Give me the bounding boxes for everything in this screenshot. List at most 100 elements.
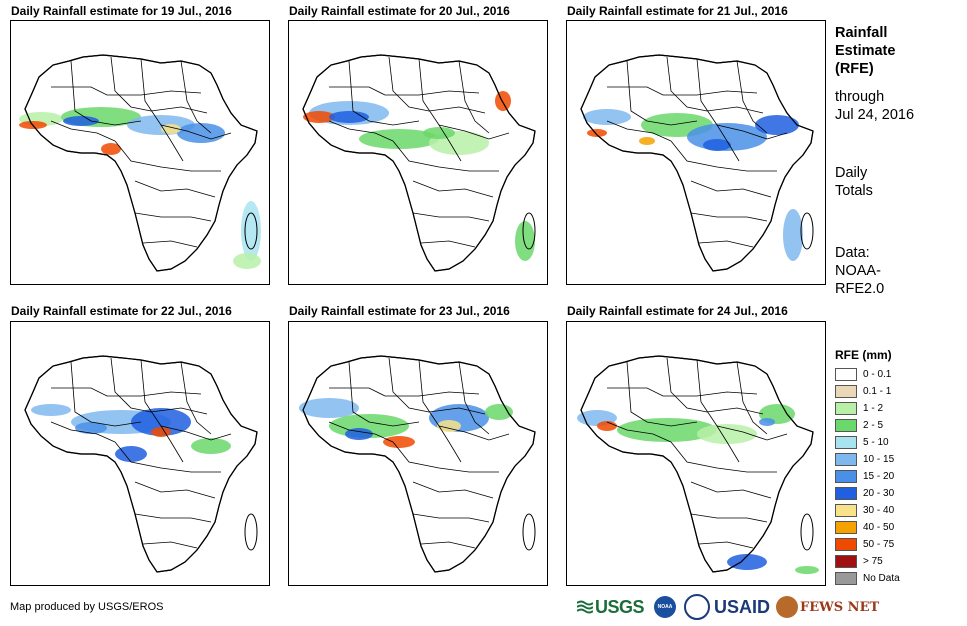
country-border [392,441,499,473]
rainfall-area [423,127,455,139]
rainfall-area [383,436,415,448]
country-border [412,180,494,198]
country-border [134,481,216,499]
legend-swatch [835,402,857,415]
rainfall-area [639,137,655,145]
country-border [736,60,768,134]
panel-title-1: Daily Rainfall estimate for 19 Jul., 201… [11,4,232,18]
country-border [690,481,772,499]
rainfall-area [703,139,731,151]
source-line: RFE2.0 [835,281,885,297]
legend-swatch [835,487,857,500]
rainfall-area [31,404,71,416]
country-border [716,425,788,441]
legend-label: 50 - 75 [863,539,895,550]
fews-net-logo: FEWS NET [776,596,879,618]
country-border [348,60,420,126]
country-border [736,361,768,435]
rainfall-area [755,115,799,135]
rainfall-area [101,143,121,155]
rainfall-area [759,418,775,426]
usaid-seal-icon [684,594,711,620]
country-border [412,212,490,222]
country-border [180,60,212,134]
totals-line: Daily [835,165,868,181]
country-border [412,481,494,499]
map-canvas [302,54,536,272]
country-border [328,120,394,142]
country-border [134,180,216,198]
totals-label: Daily Totals [835,164,873,200]
africa-outline [302,355,536,573]
legend-item: 40 - 50 [835,519,900,536]
rainfall-area [299,398,359,418]
legend-item: No Data [835,570,900,587]
country-border [698,240,754,248]
legend-label: 40 - 50 [863,522,895,533]
country-border [438,124,510,140]
rainfall-area [583,109,631,125]
map-title: Rainfall Estimate (RFE) [835,24,895,78]
country-border [134,513,212,523]
rainfall-area [727,554,767,570]
country-border [348,361,420,427]
legend-swatch [835,572,857,585]
country-border [607,387,758,397]
agency-logos: USGS NOAA USAID FEWS NET [577,594,879,620]
rainfall-map-2 [288,20,548,285]
legend-item: 0 - 0.1 [835,366,900,383]
map-canvas [19,54,261,272]
legend-swatch [835,521,857,534]
through-line: through [835,89,885,105]
panel-title-4: Daily Rainfall estimate for 22 Jul., 201… [11,304,232,318]
country-border [114,441,221,473]
legend-label: 15 - 20 [863,471,895,482]
usaid-logo: USAID [714,596,771,617]
country-border [110,56,208,114]
map-title-line: Rainfall [835,25,888,41]
country-border [70,60,142,126]
legend-label: 20 - 30 [863,488,895,499]
country-border [329,387,480,397]
map-credit: Map produced by USGS/EROS [10,601,164,613]
rainfall-map-1 [10,20,270,285]
madagascar-outline [522,212,536,250]
rainfall-area [515,221,535,261]
africa-outline [24,355,258,573]
rainfall-area [359,129,439,149]
legend-label: 2 - 5 [863,420,884,431]
rainfall-area [115,446,147,462]
country-border [690,180,772,198]
usgs-logo-text: USGS [595,596,645,617]
legend-label: 0 - 0.1 [863,369,892,380]
country-border [666,56,764,114]
country-border [438,425,510,441]
country-border [388,56,486,114]
country-border [606,120,672,142]
rainfall-area [233,253,261,269]
country-border [458,361,490,435]
legend-label: No Data [863,573,900,584]
country-border [50,421,116,443]
country-border [698,541,754,549]
rainfall-area [697,424,757,444]
legend-item: 50 - 75 [835,536,900,553]
madagascar-outline [244,212,258,250]
africa-outline [302,54,536,272]
legend-item: 1 - 2 [835,400,900,417]
country-border [142,240,198,248]
legend-item: 15 - 20 [835,468,900,485]
legend-item: 5 - 10 [835,434,900,451]
legend-title: RFE (mm) [835,348,892,362]
country-border [70,361,142,427]
rainfall-map-5 [288,321,548,586]
rainfall-area [597,421,617,431]
madagascar-outline [522,513,536,551]
country-border [328,421,394,443]
country-border [114,140,221,172]
legend-item: 20 - 30 [835,485,900,502]
country-border [388,357,486,415]
country-border [329,86,480,96]
country-border [51,86,202,96]
map-canvas [299,355,536,573]
